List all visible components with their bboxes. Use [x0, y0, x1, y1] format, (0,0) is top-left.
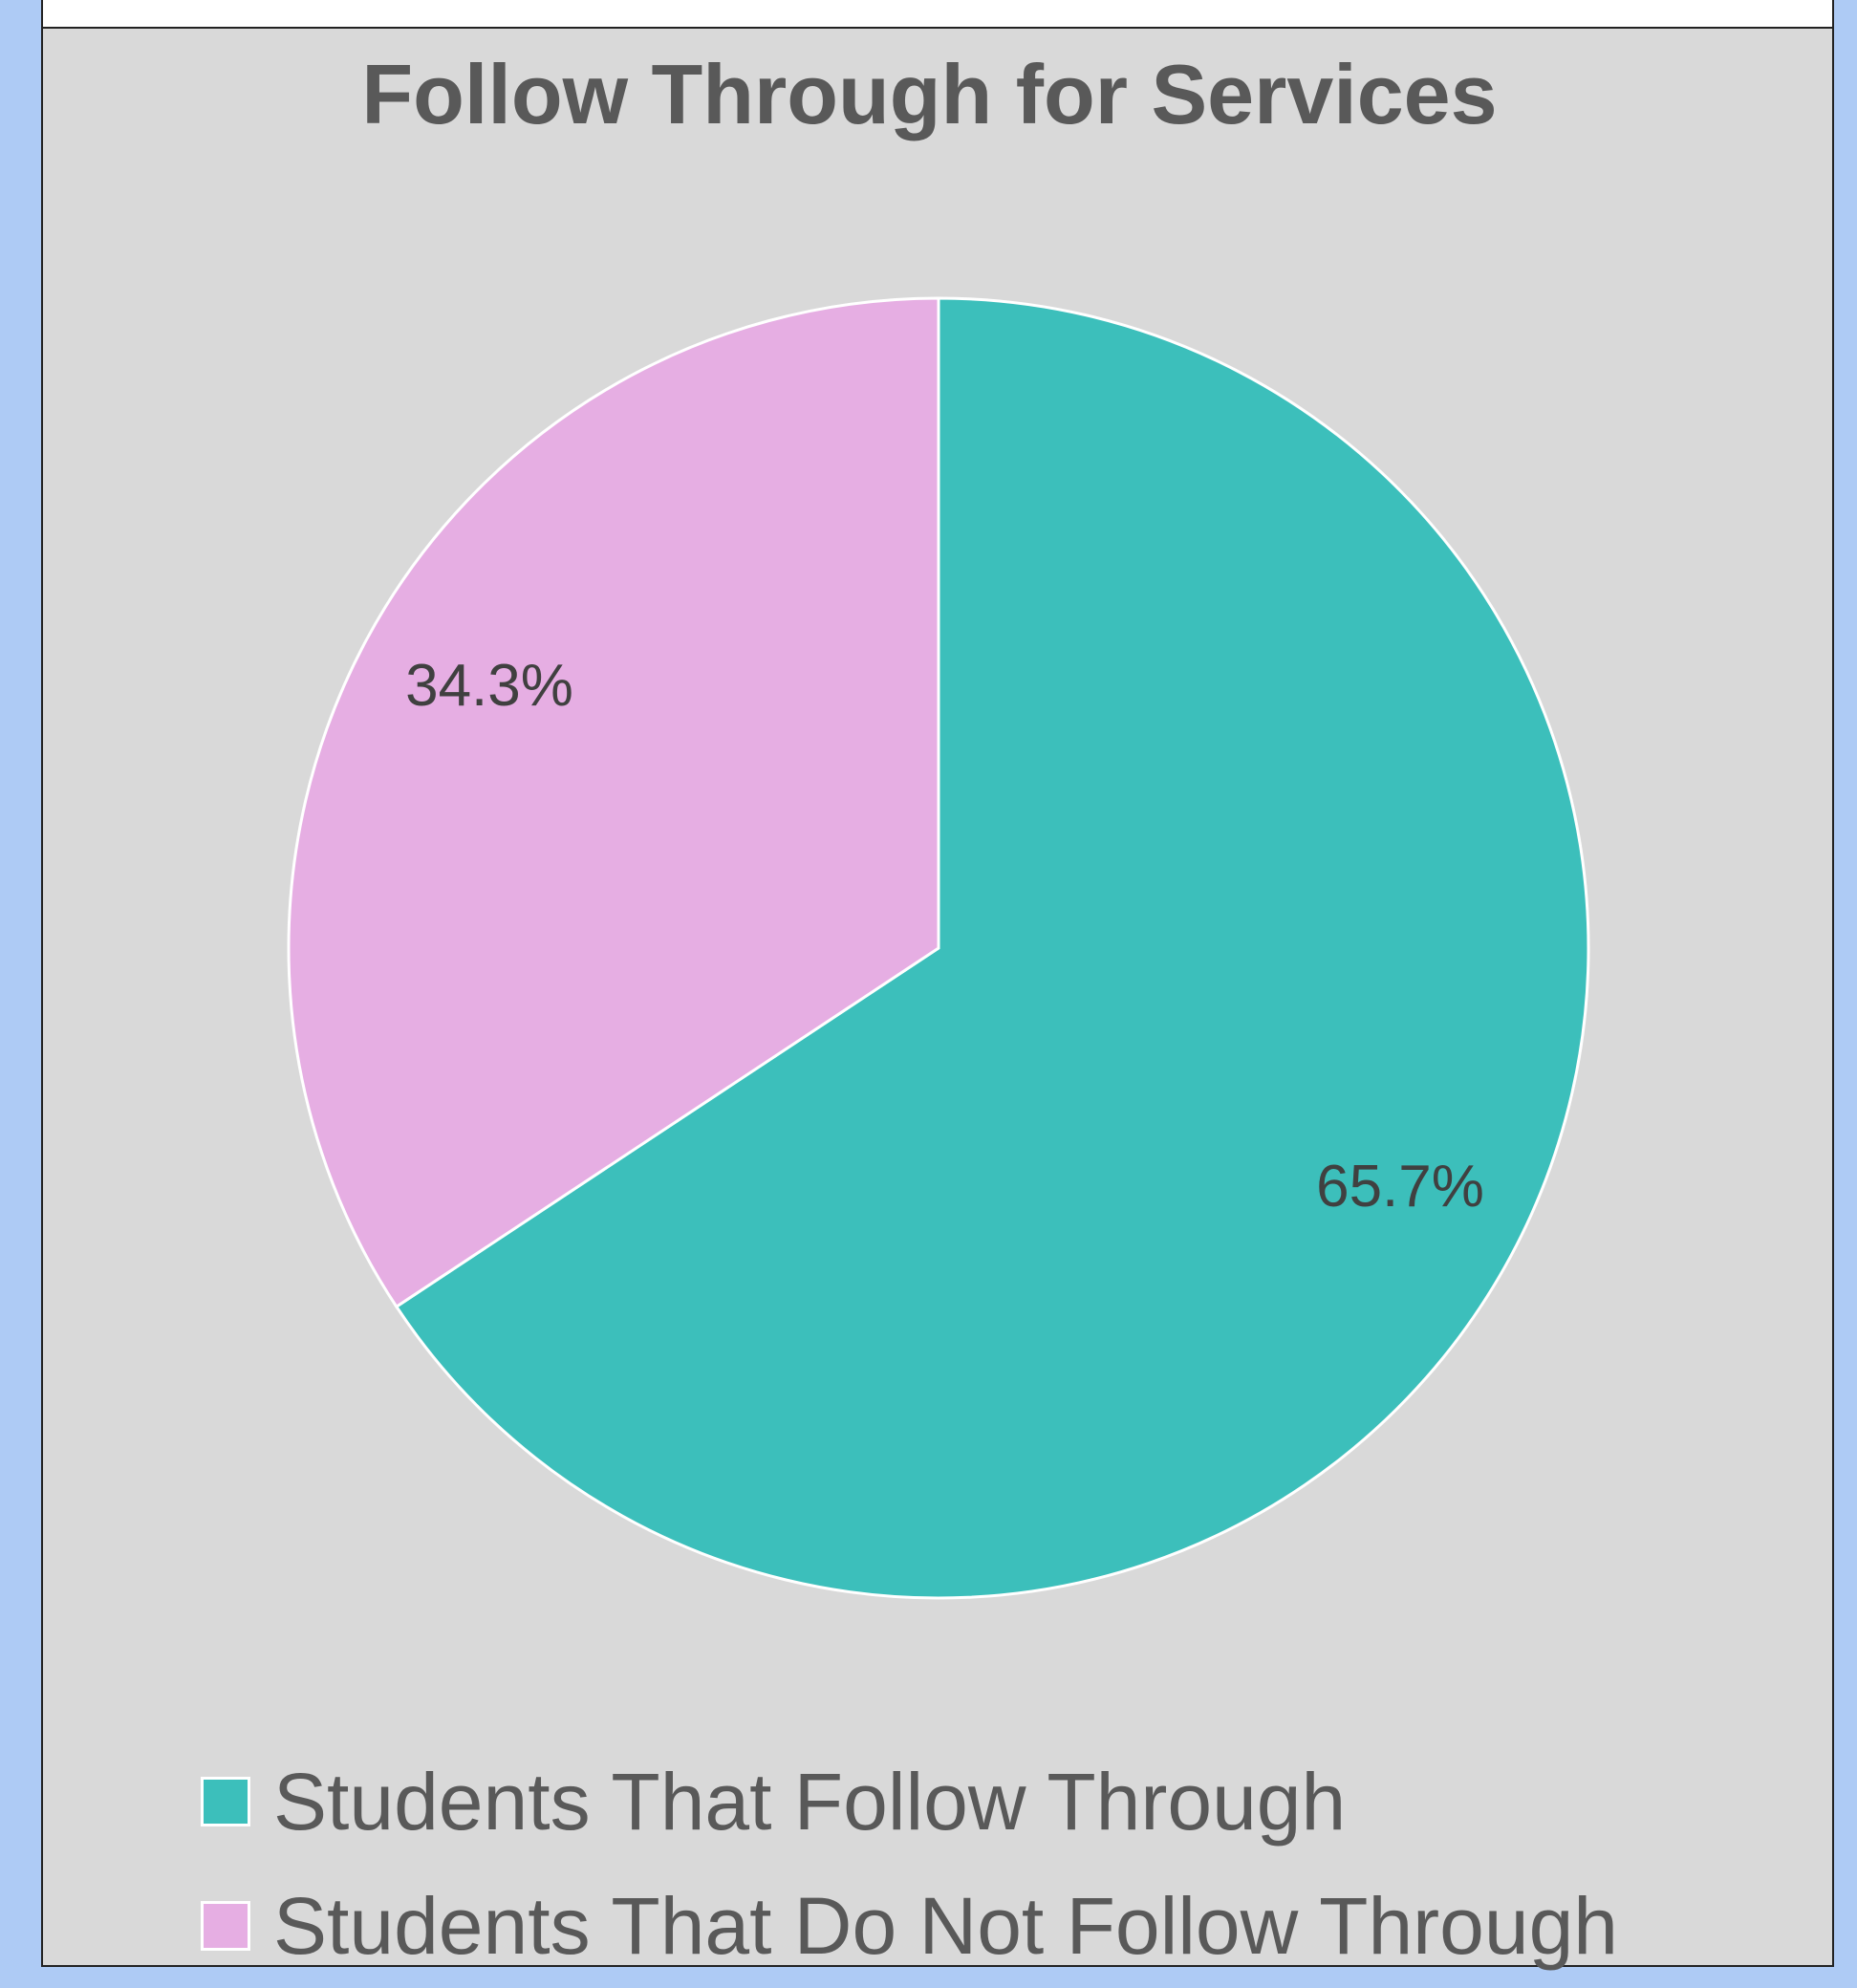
legend-swatch-not-follow-through [201, 1901, 250, 1951]
top-strip [43, 0, 1832, 29]
data-label-follow-through: 65.7% [1316, 1154, 1484, 1220]
chart-area: Follow Through for Services 65.7% 34.3% S… [41, 0, 1834, 1971]
chart-title: Follow Through for Services [361, 47, 1498, 141]
pie-slice-not-follow-through[interactable] [287, 296, 940, 1309]
legend-label-follow-through: Students That Follow Through [273, 1756, 1347, 1847]
legend-label-not-follow-through: Students That Do Not Follow Through [273, 1880, 1618, 1971]
legend-item-not-follow-through[interactable]: Students That Do Not Follow Through [201, 1864, 1618, 1988]
pie-slice-follow-through[interactable] [394, 296, 1590, 1600]
legend: Students That Follow Through Students Th… [201, 1740, 1618, 1988]
legend-swatch-follow-through [201, 1777, 250, 1826]
data-label-not-follow-through: 34.3% [405, 653, 573, 719]
legend-item-follow-through[interactable]: Students That Follow Through [201, 1740, 1618, 1864]
pie-chart: 65.7% 34.3% [287, 296, 1590, 1600]
